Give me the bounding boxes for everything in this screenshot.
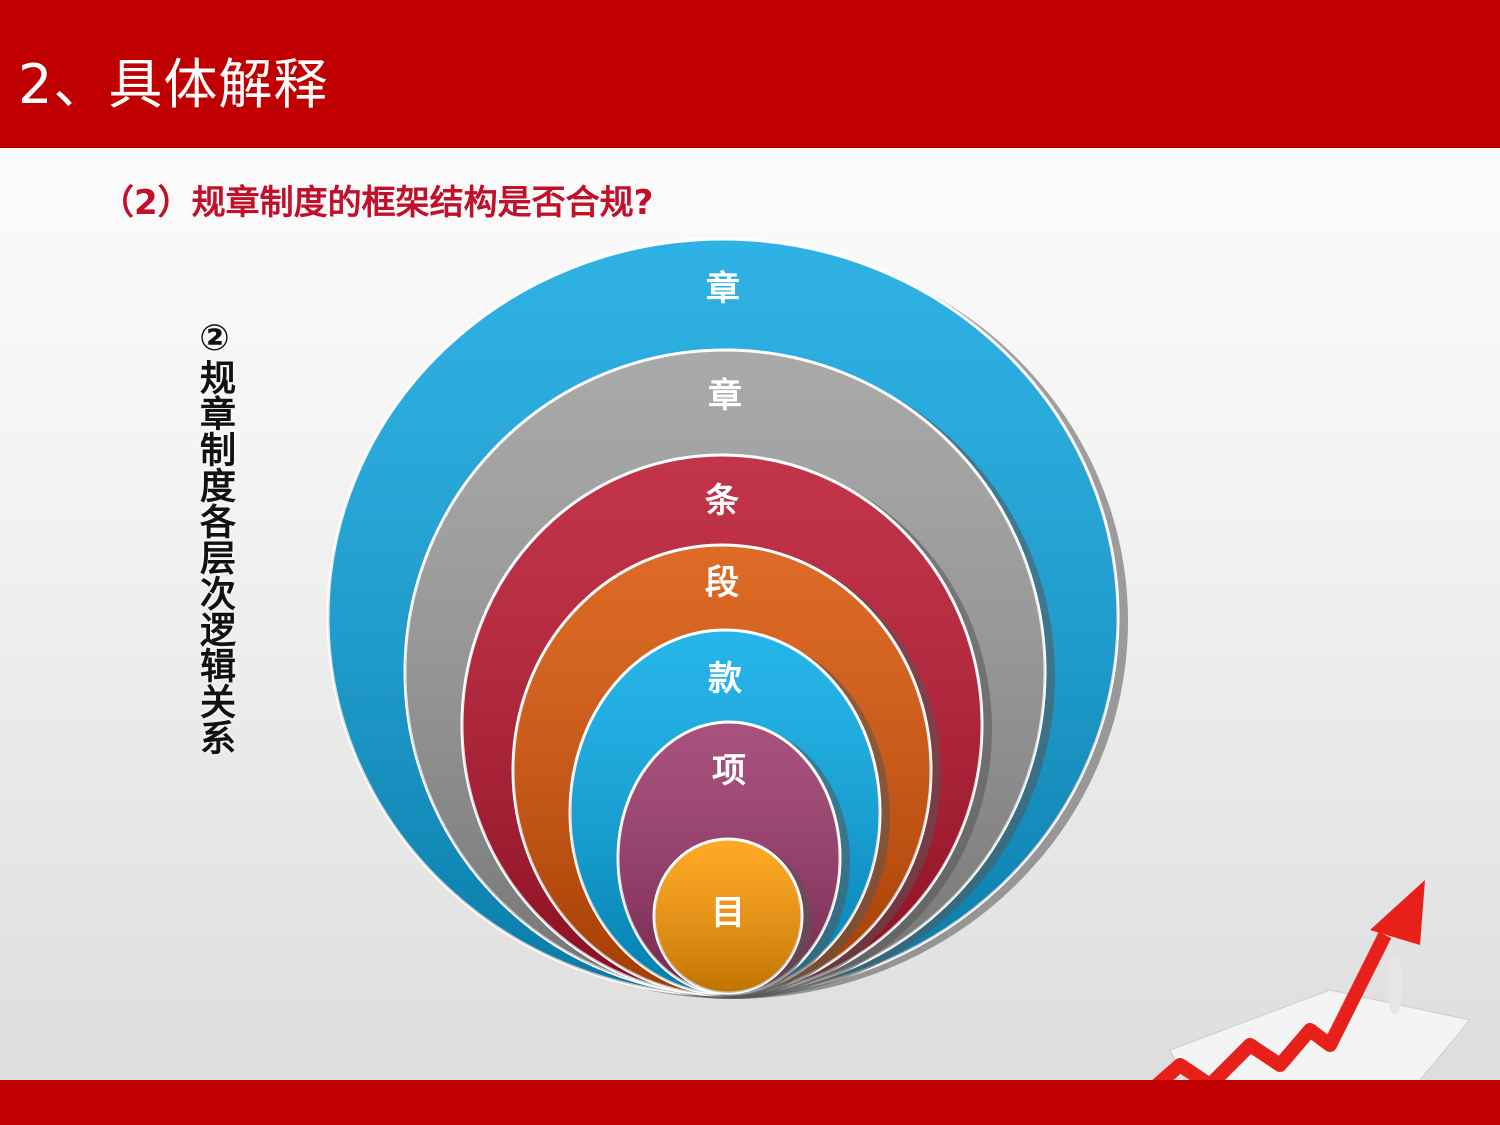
ring-label: 款 [708, 659, 742, 699]
ring-label: 章 [708, 376, 742, 416]
ring-shading [654, 839, 802, 993]
side-label: ②规章制度各层次逻辑关系 [194, 318, 235, 755]
ring-label: 项 [712, 751, 746, 791]
ring-label: 章 [706, 269, 740, 309]
growth-arrow-illustration [1135, 880, 1471, 1111]
footer-bar [0, 1080, 1500, 1125]
ring-label: 目 [711, 893, 745, 933]
ring-label: 段 [705, 563, 739, 603]
ring-label: 条 [705, 481, 739, 521]
header-bar [0, 0, 1500, 148]
slide-subtitle: （2）规章制度的框架结构是否合规? [100, 183, 654, 223]
slide-title: 2、具体解释 [18, 53, 329, 116]
